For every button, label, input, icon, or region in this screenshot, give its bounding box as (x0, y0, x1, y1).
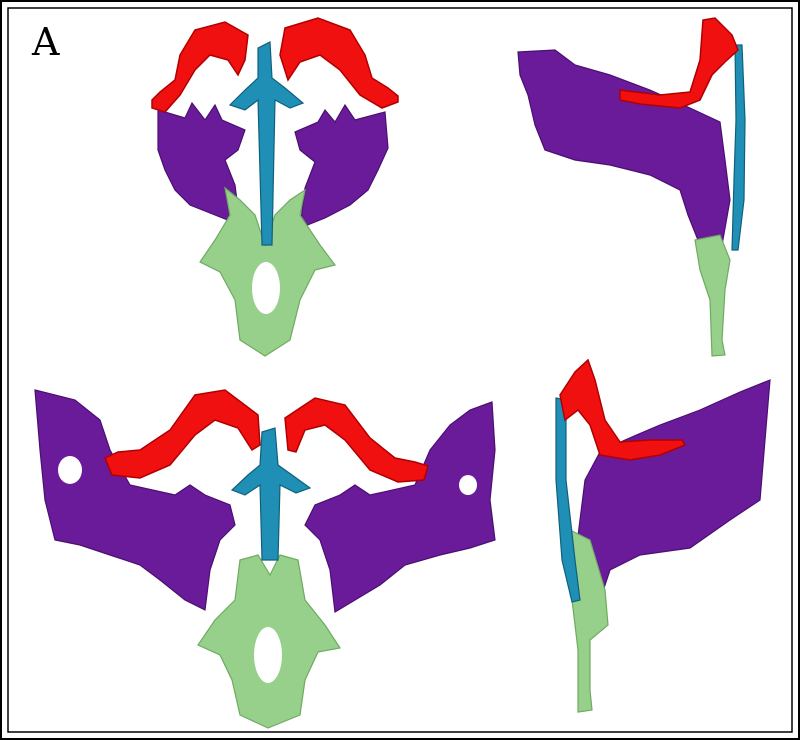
foramen (252, 262, 280, 314)
figure: A (() => { const data = JSON.parse(d (0, 0, 800, 740)
foramen-wide (254, 627, 282, 683)
hole-left (58, 456, 82, 484)
hole-right (459, 475, 477, 495)
panel-label: A (31, 20, 60, 64)
